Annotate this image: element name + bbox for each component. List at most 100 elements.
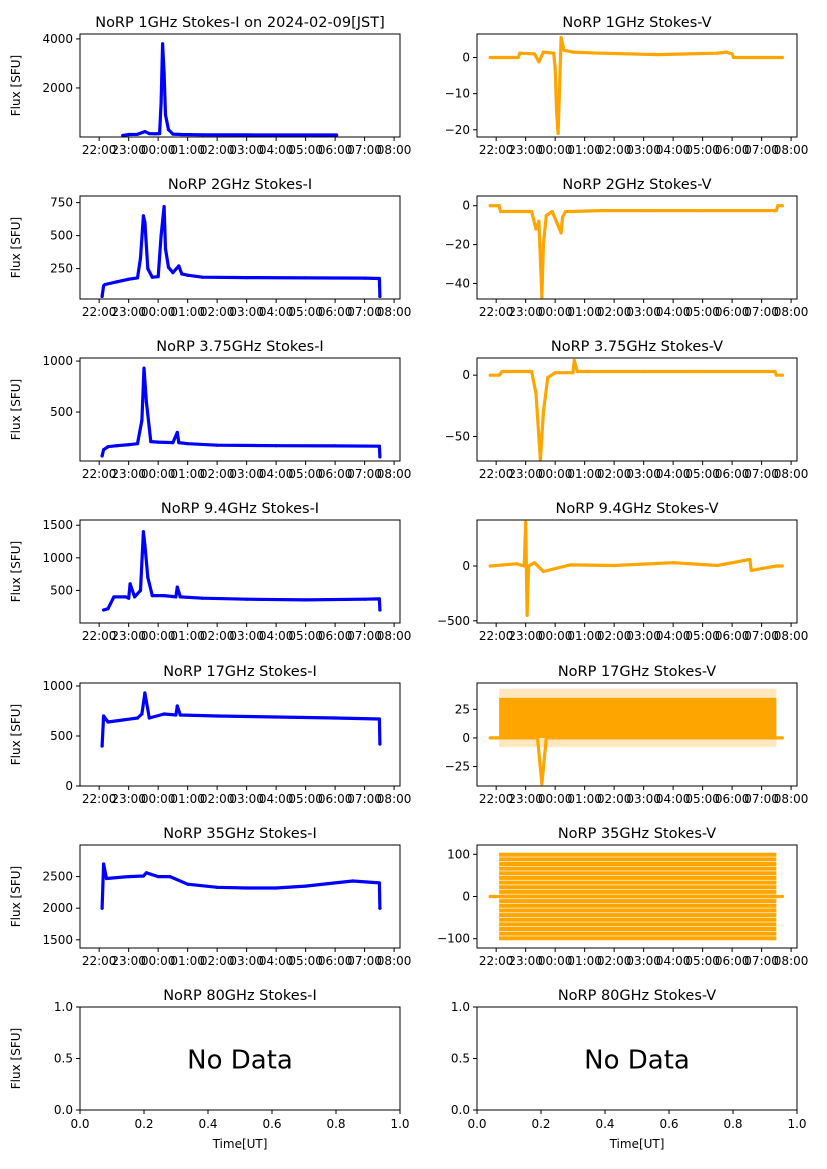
data-point [724, 50, 728, 54]
data-point [612, 563, 616, 568]
data-layer [100, 691, 382, 748]
x-tick-label: 08:00 [774, 305, 809, 319]
x-tick-label: 0.2 [531, 1117, 550, 1131]
x-tick-label: 03:00 [229, 954, 264, 968]
level-line [499, 913, 777, 918]
x-tick-label: 1.0 [787, 1117, 806, 1131]
data-point [186, 442, 190, 446]
data-series-stokes-i [100, 366, 382, 459]
y-tick-label: −100 [437, 932, 470, 946]
x-tick-label: 23:00 [111, 305, 146, 319]
data-point [572, 358, 576, 363]
x-tick-label: 01:00 [170, 954, 205, 968]
x-tick-label: 0.6 [262, 1117, 281, 1131]
data-series-stokes-v [488, 204, 784, 299]
chart-title: NoRP 2GHz Stokes-V [562, 177, 711, 193]
data-point [488, 204, 492, 208]
data-point [178, 595, 182, 599]
axes-frame [79, 357, 401, 462]
x-tick-label: 08:00 [377, 467, 412, 481]
data-point [144, 871, 148, 875]
x-tick-label: 07:00 [347, 954, 382, 968]
data-point [571, 371, 575, 375]
data-point [112, 595, 116, 599]
x-tick-label: 00:00 [141, 629, 176, 643]
x-tick-label: 00:00 [141, 467, 176, 481]
x-tick-label: 23:00 [508, 954, 543, 968]
x-tick-label: 23:00 [508, 305, 543, 319]
x-tick-label: 1.0 [390, 1117, 409, 1131]
data-point [174, 595, 178, 599]
x-tick-label: 22:00 [82, 143, 117, 157]
axes-frame [476, 195, 798, 300]
data-point [245, 886, 249, 890]
x-tick-label: 00:00 [538, 792, 573, 806]
data-point [497, 204, 501, 208]
x-tick-label: 00:00 [538, 467, 573, 481]
level-line [499, 866, 777, 871]
data-point [168, 874, 172, 879]
data-point [147, 716, 151, 720]
chart-title: NoRP 9.4GHz Stokes-I [161, 501, 319, 517]
x-tick-label: 0.4 [595, 1117, 614, 1131]
data-layer [100, 204, 382, 298]
data-layer [121, 42, 339, 137]
data-point [377, 444, 381, 448]
data-point [150, 594, 154, 598]
x-tick-label: 05:00 [685, 305, 720, 319]
data-point [774, 736, 778, 740]
data-point [552, 51, 556, 55]
data-point [522, 564, 526, 568]
x-tick-label: 01:00 [170, 467, 205, 481]
x-tick-label: 07:00 [347, 467, 382, 481]
data-layer [488, 204, 784, 299]
x-tick-label: 04:00 [656, 792, 691, 806]
x-tick-label: 04:00 [259, 629, 294, 643]
data-point [162, 594, 166, 598]
x-tick-label: 22:00 [479, 954, 514, 968]
chart-title: NoRP 80GHz Stokes-V [558, 988, 716, 1004]
data-point [377, 276, 381, 281]
data-point [516, 55, 520, 60]
data-point [141, 530, 146, 534]
x-tick-label: 08:00 [377, 143, 412, 157]
data-layer [488, 520, 784, 617]
y-tick-label: −500 [437, 614, 470, 628]
x-tick-label: 04:00 [656, 305, 691, 319]
data-point [274, 444, 278, 448]
data-point [532, 52, 537, 56]
x-tick-label: 05:00 [288, 143, 323, 157]
data-point [121, 718, 125, 722]
data-point [780, 204, 784, 208]
x-tick-label: 08:00 [774, 792, 809, 806]
data-point [525, 613, 529, 617]
y-tick-label: −50 [445, 429, 470, 443]
x-tick-label: 04:00 [259, 143, 294, 157]
data-point [731, 55, 736, 60]
x-tick-label: 05:00 [685, 954, 720, 968]
data-point [127, 277, 131, 281]
x-tick-label: 06:00 [318, 143, 353, 157]
x-tick-label: 03:00 [626, 954, 661, 968]
data-point [773, 369, 777, 374]
x-tick-label: 03:00 [626, 629, 661, 643]
level-line [499, 899, 777, 904]
x-tick-label: 0.8 [326, 1117, 345, 1131]
data-series-stokes-i [100, 862, 382, 910]
x-tick-label: 05:00 [685, 467, 720, 481]
x-tick-label: 02:00 [200, 629, 235, 643]
subplot: NoRP 1GHz Stokes-V 22:0023:0000:0001:0002… [445, 15, 809, 157]
data-point [163, 113, 168, 117]
data-point [597, 208, 601, 213]
data-point [180, 272, 184, 276]
y-tick-label: 0 [462, 559, 470, 573]
data-point [101, 448, 106, 452]
data-point [106, 607, 110, 611]
x-tick-label: 04:00 [656, 467, 691, 481]
level-line [499, 857, 777, 862]
data-point [701, 369, 705, 374]
data-point [150, 275, 154, 279]
data-point [100, 744, 104, 748]
data-point [749, 568, 753, 573]
